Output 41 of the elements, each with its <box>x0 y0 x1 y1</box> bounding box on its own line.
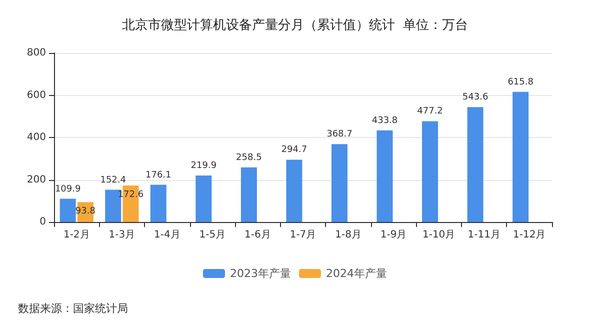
data-label: 109.9 <box>54 184 81 194</box>
data-label: 219.9 <box>190 161 217 172</box>
x-tick-label: 1-6月 <box>244 230 271 240</box>
y-tick-label: 800 <box>26 48 46 58</box>
bar <box>331 144 348 222</box>
y-tick-label: 600 <box>26 90 46 101</box>
data-label: 543.6 <box>462 92 488 103</box>
x-tick-label: 1-3月 <box>108 230 136 240</box>
x-tick-label: 1-2月 <box>63 230 90 240</box>
bar <box>512 92 529 222</box>
bar <box>422 121 438 222</box>
y-tick-label: 200 <box>26 174 46 186</box>
legend-label: 2023年产量 <box>230 267 292 280</box>
x-tick-label: 1-10月 <box>422 230 456 240</box>
chart-title: 北京市微型计算机设备产量分月（累计值）统计 单位：万台 <box>122 18 468 33</box>
data-label: 433.8 <box>372 116 398 126</box>
data-label: 294.7 <box>281 145 308 156</box>
data-label: 477.2 <box>417 106 443 117</box>
bar <box>150 184 166 222</box>
data-label: 258.5 <box>236 152 262 163</box>
x-tick-label: 1-9月 <box>380 230 407 240</box>
y-tick-label: 0 <box>40 216 46 228</box>
bar <box>376 130 393 222</box>
bar <box>60 198 76 222</box>
legend-label: 2024年产量 <box>326 267 387 280</box>
bar <box>467 107 484 222</box>
bar <box>240 167 257 222</box>
data-label: 615.8 <box>508 77 534 88</box>
x-tick-label: 1-5月 <box>199 230 226 240</box>
y-tick-label: 400 <box>26 132 46 143</box>
bar <box>286 160 302 222</box>
x-tick-label: 1-7月 <box>290 230 316 240</box>
bar <box>196 176 212 222</box>
x-tick-label: 1-11月 <box>468 230 500 240</box>
x-tick-label: 1-12月 <box>513 230 546 240</box>
data-label: 368.7 <box>326 130 352 140</box>
source-note: 数据来源：国家统计局 <box>18 302 128 315</box>
data-label: 176.1 <box>146 170 172 180</box>
data-label: 152.4 <box>100 175 126 186</box>
x-tick-label: 1-4月 <box>154 230 180 240</box>
x-tick-label: 1-8月 <box>335 230 362 240</box>
